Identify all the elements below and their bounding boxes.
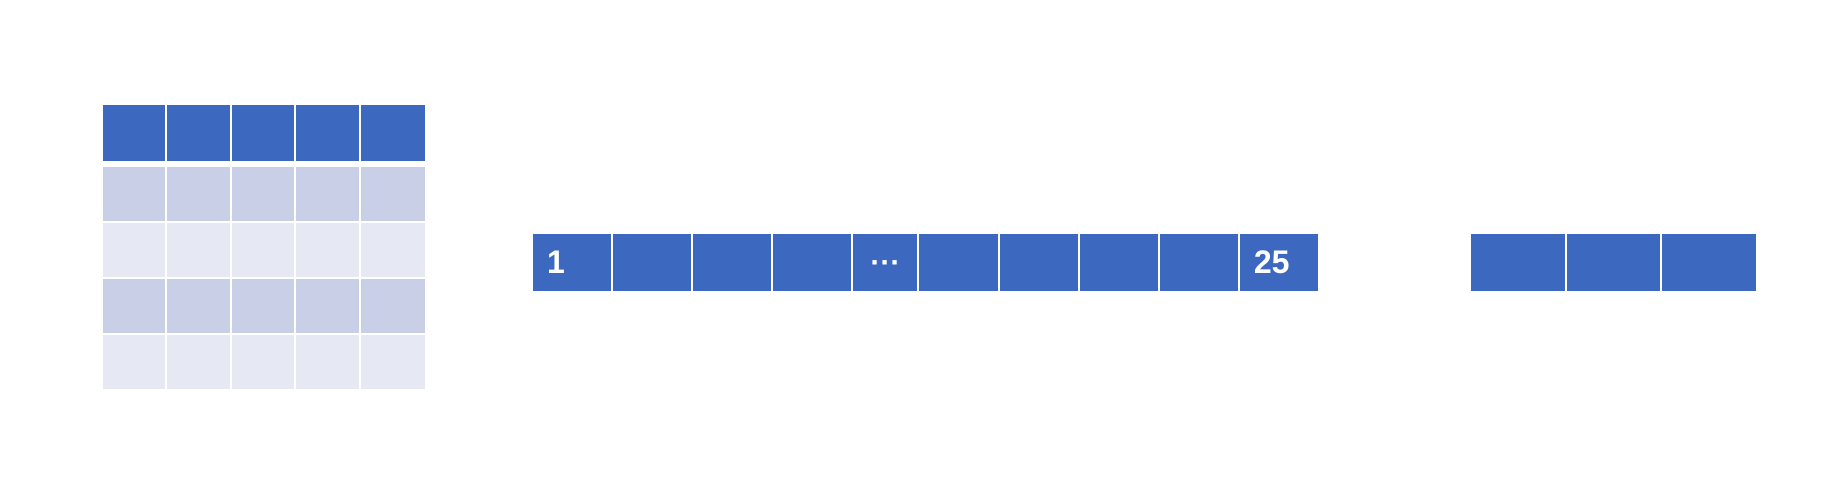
- vector-cell: [919, 234, 1000, 291]
- matrix-cell: [167, 223, 232, 279]
- matrix-cell: [103, 223, 168, 279]
- output-cell: [1566, 234, 1663, 291]
- matrix-cell: [360, 335, 425, 391]
- matrix-cell: [360, 167, 425, 223]
- matrix-cell: [360, 105, 425, 167]
- output-cell: [1662, 234, 1757, 291]
- matrix-cell: [296, 167, 361, 223]
- vector-cell: 25: [1239, 234, 1318, 291]
- matrix-cell: [231, 279, 297, 335]
- matrix-cell: [231, 223, 297, 279]
- vector-cell: [999, 234, 1080, 291]
- output-cell: [1471, 234, 1567, 291]
- matrix-cell: [167, 105, 232, 167]
- matrix-cell: [296, 223, 361, 279]
- matrix-cell: [231, 335, 297, 391]
- matrix-cell: [231, 105, 297, 167]
- vector-cell: 1: [533, 234, 614, 291]
- matrix-cell: [103, 167, 168, 223]
- matrix-cell: [231, 167, 297, 223]
- vector-cell: [773, 234, 854, 291]
- matrix-cell: [296, 105, 361, 167]
- matrix-cell: [360, 223, 425, 279]
- matrix-cell: [167, 167, 232, 223]
- output-vector: [1471, 234, 1757, 291]
- vector-cell: [693, 234, 774, 291]
- matrix-cell: [360, 279, 425, 335]
- matrix-cell: [103, 335, 168, 391]
- matrix-cell: [103, 105, 168, 167]
- vector-cell: [1079, 234, 1160, 291]
- matrix-cell: [296, 335, 361, 391]
- matrix-cell: [103, 279, 168, 335]
- matrix-cell: [167, 335, 232, 391]
- flattened-vector: 1 ··· 25: [533, 234, 1318, 291]
- matrix-cell: [296, 279, 361, 335]
- matrix-cell: [167, 279, 232, 335]
- input-matrix: [103, 105, 425, 391]
- vector-cell: [613, 234, 694, 291]
- vector-cell: [1159, 234, 1240, 291]
- vector-cell: ···: [853, 234, 920, 291]
